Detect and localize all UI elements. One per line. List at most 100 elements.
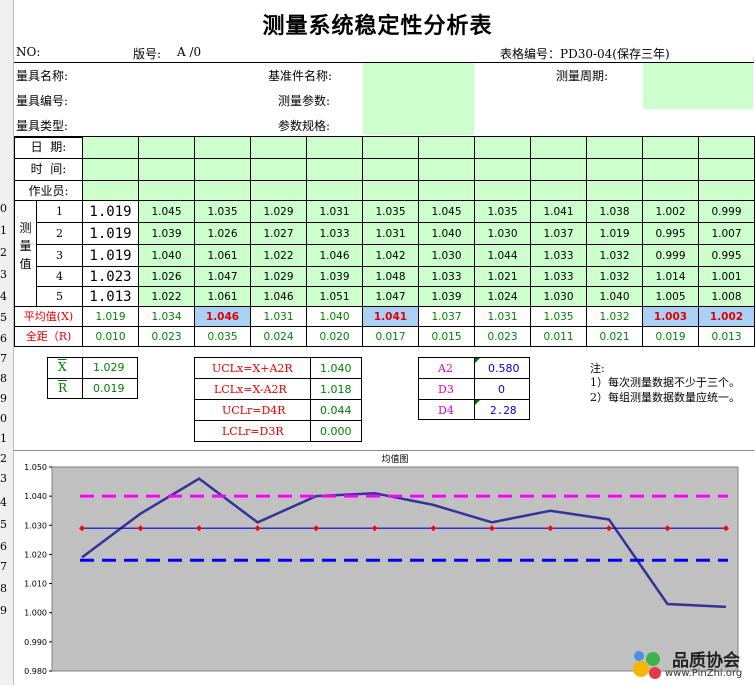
left-reading: 1.019	[82, 200, 139, 223]
header-input-cell[interactable]	[642, 158, 699, 181]
y-tick-label: 1.030	[24, 521, 47, 530]
rbar-label: R	[58, 381, 68, 395]
header-input-cell[interactable]	[362, 136, 419, 159]
reading-cell: 1.039	[418, 286, 475, 307]
reading-cell: 1.008	[698, 286, 755, 307]
header-input-cell[interactable]	[250, 158, 307, 181]
ref-name-field[interactable]	[363, 63, 474, 135]
xbar-label: X	[58, 360, 67, 374]
header-input-cell[interactable]	[194, 136, 251, 159]
d3-value: 0	[498, 383, 505, 396]
reading-cell: 1.022	[250, 244, 307, 267]
reading-cell: 1.061	[194, 244, 251, 267]
header-input-cell[interactable]	[82, 136, 139, 159]
reading-cell: 1.031	[306, 200, 363, 223]
reading-cell: 0.995	[698, 244, 755, 267]
period-field[interactable]	[643, 63, 753, 109]
chart-frame: 1.050 1.040 1.030 1.020 1.010 1.000 0.990 0.980…	[14, 450, 754, 686]
reading-cell: 1.030	[418, 244, 475, 267]
range-cell: 0.015	[418, 326, 475, 347]
header-input-cell[interactable]	[306, 136, 363, 159]
reading-cell: 1.035	[474, 200, 531, 223]
header-input-cell[interactable]	[362, 180, 419, 201]
header-input-cell[interactable]	[306, 158, 363, 181]
header-input-cell[interactable]	[698, 136, 755, 159]
range-cell: 0.020	[306, 326, 363, 347]
header-input-cell[interactable]	[138, 136, 195, 159]
header-input-cell[interactable]	[530, 158, 587, 181]
row-header: 8	[0, 372, 7, 385]
header-input-cell[interactable]	[474, 136, 531, 159]
reading-cell: 1.029	[250, 266, 307, 287]
range-cell: 0.019	[642, 326, 699, 347]
header-input-cell[interactable]	[698, 180, 755, 201]
header-input-cell[interactable]	[362, 158, 419, 181]
reading-cell: 1.019	[586, 222, 643, 245]
header-input-cell[interactable]	[586, 180, 643, 201]
header-input-cell[interactable]	[250, 136, 307, 159]
range-cell: 0.024	[250, 326, 307, 347]
plot-area	[51, 466, 739, 672]
d4-value: 2.28	[490, 404, 517, 417]
reading-cell: 1.035	[362, 200, 419, 223]
header-input-cell[interactable]	[418, 136, 475, 159]
gauge-name-label: 量具名称:	[16, 69, 69, 83]
y-tick-label: 0.980	[24, 667, 47, 676]
mean-marker	[254, 525, 261, 532]
row-header: 7	[0, 352, 7, 365]
average-cell: 1.035	[530, 306, 587, 327]
reading-cell: 1.033	[306, 222, 363, 245]
reading-cell: 1.046	[306, 244, 363, 267]
row-header: 4	[0, 496, 7, 509]
header-input-cell[interactable]	[642, 180, 699, 201]
reading-cell: 1.047	[194, 266, 251, 287]
header-input-cell[interactable]	[250, 180, 307, 201]
header-input-cell[interactable]	[82, 180, 139, 201]
header-input-cell[interactable]	[530, 180, 587, 201]
left-reading: 1.023	[82, 266, 139, 287]
header-input-cell[interactable]	[138, 180, 195, 201]
mean-marker	[605, 525, 612, 532]
const-h1	[418, 378, 530, 379]
header-input-cell[interactable]	[474, 158, 531, 181]
note-2: 2）每组测量数据数量应统一。	[590, 391, 740, 404]
reading-cell: 0.999	[642, 244, 699, 267]
header-input-cell[interactable]	[194, 180, 251, 201]
header-input-cell[interactable]	[138, 158, 195, 181]
header-input-cell[interactable]	[194, 158, 251, 181]
row-header: 6	[0, 540, 7, 553]
reading-cell: 1.007	[698, 222, 755, 245]
header-input-cell[interactable]	[530, 136, 587, 159]
header-input-cell[interactable]	[586, 136, 643, 159]
header-input-cell[interactable]	[82, 158, 139, 181]
average-cell: 1.034	[138, 306, 195, 327]
header-input-cell[interactable]	[306, 180, 363, 201]
y-tick-label: 1.000	[24, 609, 47, 618]
reading-cell: 1.048	[362, 266, 419, 287]
reading-cell: 1.040	[586, 286, 643, 307]
mean-marker	[196, 525, 203, 532]
mean-marker	[137, 525, 144, 532]
header-input-cell[interactable]	[698, 158, 755, 181]
average-cell: 1.031	[474, 306, 531, 327]
reading-cell: 1.040	[138, 244, 195, 267]
range-cell: 0.023	[138, 326, 195, 347]
row-header: 9	[0, 392, 7, 405]
comment-marker-a2	[475, 358, 480, 363]
y-tick-label: 1.010	[24, 580, 47, 589]
watermark-logo	[627, 645, 667, 683]
header-input-cell[interactable]	[586, 158, 643, 181]
header-input-cell[interactable]	[418, 158, 475, 181]
row-header: 5	[0, 311, 7, 324]
reading-cell: 1.044	[474, 244, 531, 267]
row-number: 3	[36, 244, 83, 267]
row-header: 3	[0, 472, 7, 485]
row-header: 7	[0, 560, 7, 573]
header-input-cell[interactable]	[474, 180, 531, 201]
reading-cell: 1.046	[250, 286, 307, 307]
header-input-cell[interactable]	[642, 136, 699, 159]
header-input-cell[interactable]	[418, 180, 475, 201]
row-header: 4	[0, 290, 7, 303]
reading-cell: 1.026	[194, 222, 251, 245]
reading-cell: 1.027	[250, 222, 307, 245]
